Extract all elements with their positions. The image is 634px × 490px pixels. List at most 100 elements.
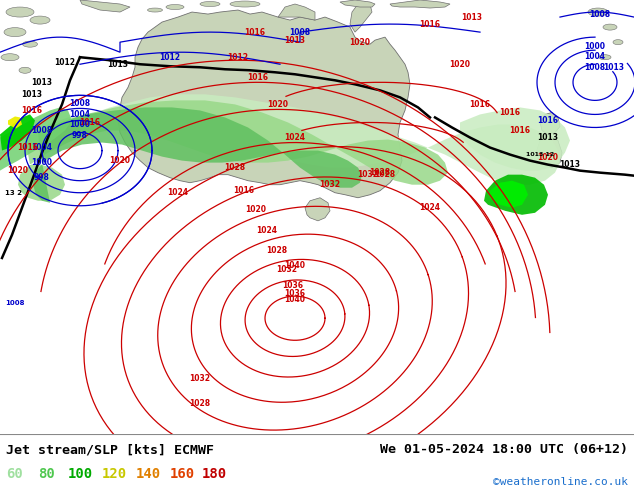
Text: 1008: 1008 [585, 63, 605, 73]
Text: 1020: 1020 [450, 60, 470, 69]
Ellipse shape [22, 41, 37, 47]
Polygon shape [390, 0, 450, 8]
Ellipse shape [30, 16, 50, 24]
Text: 1024: 1024 [420, 203, 441, 212]
Text: 1013: 1013 [285, 36, 306, 45]
Ellipse shape [588, 8, 608, 16]
Text: 1004: 1004 [585, 52, 605, 61]
Text: 1020: 1020 [245, 205, 266, 215]
Text: 1020: 1020 [349, 38, 370, 47]
Text: 1016: 1016 [247, 73, 269, 82]
Text: 1012: 1012 [160, 53, 181, 62]
Polygon shape [0, 107, 72, 171]
Text: 1032: 1032 [320, 180, 340, 189]
Polygon shape [460, 107, 570, 171]
Text: 60: 60 [6, 467, 23, 481]
Text: 1013: 1013 [559, 160, 581, 169]
Text: 1016: 1016 [420, 20, 441, 28]
Ellipse shape [148, 8, 162, 12]
Text: 1016: 1016 [510, 126, 531, 135]
Text: 1000: 1000 [585, 42, 605, 50]
Text: 1024: 1024 [167, 188, 188, 197]
Polygon shape [305, 198, 330, 221]
Text: 1012: 1012 [55, 58, 75, 67]
Ellipse shape [1, 54, 19, 61]
Text: 180: 180 [202, 467, 227, 481]
Ellipse shape [166, 4, 184, 9]
Text: 1004: 1004 [32, 143, 53, 152]
Polygon shape [118, 10, 410, 198]
Polygon shape [33, 107, 362, 203]
Ellipse shape [6, 7, 34, 17]
Polygon shape [484, 174, 548, 215]
Text: 100: 100 [68, 467, 93, 481]
Text: 1013 12: 1013 12 [526, 152, 554, 157]
Text: 1036: 1036 [285, 289, 306, 297]
Text: 1013: 1013 [108, 60, 129, 69]
Polygon shape [8, 117, 22, 128]
Text: 1028: 1028 [375, 170, 396, 179]
Text: 1016: 1016 [18, 143, 39, 152]
Polygon shape [0, 95, 560, 185]
Text: 1020: 1020 [8, 166, 29, 175]
Text: 1016: 1016 [470, 100, 491, 109]
Text: 1036: 1036 [281, 281, 302, 291]
Text: 1004: 1004 [70, 110, 91, 119]
Text: 1040: 1040 [285, 295, 306, 304]
Text: We 01-05-2024 18:00 UTC (06+12): We 01-05-2024 18:00 UTC (06+12) [380, 443, 628, 456]
Text: 140: 140 [136, 467, 161, 481]
Polygon shape [18, 100, 448, 201]
Text: 1040: 1040 [285, 261, 306, 270]
Text: 1020: 1020 [110, 156, 131, 165]
Text: 1013: 1013 [22, 90, 42, 99]
Text: 998: 998 [34, 173, 50, 182]
Text: 160: 160 [170, 467, 195, 481]
Text: 1024: 1024 [285, 133, 306, 142]
Text: 1016: 1016 [500, 108, 521, 117]
Polygon shape [540, 112, 560, 135]
Ellipse shape [230, 1, 260, 7]
Polygon shape [340, 0, 375, 7]
Ellipse shape [599, 55, 611, 60]
Text: 1028: 1028 [190, 399, 210, 408]
Text: 1028: 1028 [266, 246, 288, 255]
Ellipse shape [200, 1, 220, 6]
Text: 1016: 1016 [245, 27, 266, 37]
Text: 13 2: 13 2 [5, 190, 22, 196]
Text: 1013: 1013 [462, 13, 482, 22]
Text: 1013: 1013 [604, 63, 624, 72]
Text: 80: 80 [38, 467, 55, 481]
Text: 1016: 1016 [233, 186, 254, 195]
Text: ©weatheronline.co.uk: ©weatheronline.co.uk [493, 477, 628, 487]
Text: 1028: 1028 [370, 168, 391, 177]
Polygon shape [80, 0, 130, 12]
Text: 1020: 1020 [268, 100, 288, 109]
Text: 1024: 1024 [256, 226, 277, 235]
Text: 1008: 1008 [70, 99, 91, 108]
Ellipse shape [4, 27, 26, 37]
Polygon shape [536, 135, 562, 168]
Text: 1008: 1008 [32, 126, 53, 135]
Text: 1012: 1012 [228, 53, 249, 62]
Polygon shape [278, 4, 315, 20]
Text: 1020: 1020 [538, 153, 559, 162]
Text: 1032: 1032 [190, 374, 210, 383]
Ellipse shape [613, 40, 623, 45]
Polygon shape [490, 181, 528, 208]
Text: 1032: 1032 [276, 265, 297, 274]
Text: 1016: 1016 [22, 106, 42, 115]
Text: 1032: 1032 [358, 170, 378, 179]
Polygon shape [350, 2, 372, 32]
Text: 1016: 1016 [538, 116, 559, 125]
Ellipse shape [19, 67, 31, 74]
Text: 1008: 1008 [5, 300, 25, 306]
Ellipse shape [603, 24, 617, 30]
Text: 998: 998 [72, 131, 88, 140]
Text: 1013: 1013 [32, 78, 53, 87]
Text: 120: 120 [102, 467, 127, 481]
Text: 1028: 1028 [224, 163, 245, 172]
Text: Jet stream/SLP [kts] ECMWF: Jet stream/SLP [kts] ECMWF [6, 443, 214, 456]
Polygon shape [0, 115, 35, 150]
Text: 1016: 1016 [79, 118, 101, 127]
Text: 1008: 1008 [290, 27, 311, 37]
